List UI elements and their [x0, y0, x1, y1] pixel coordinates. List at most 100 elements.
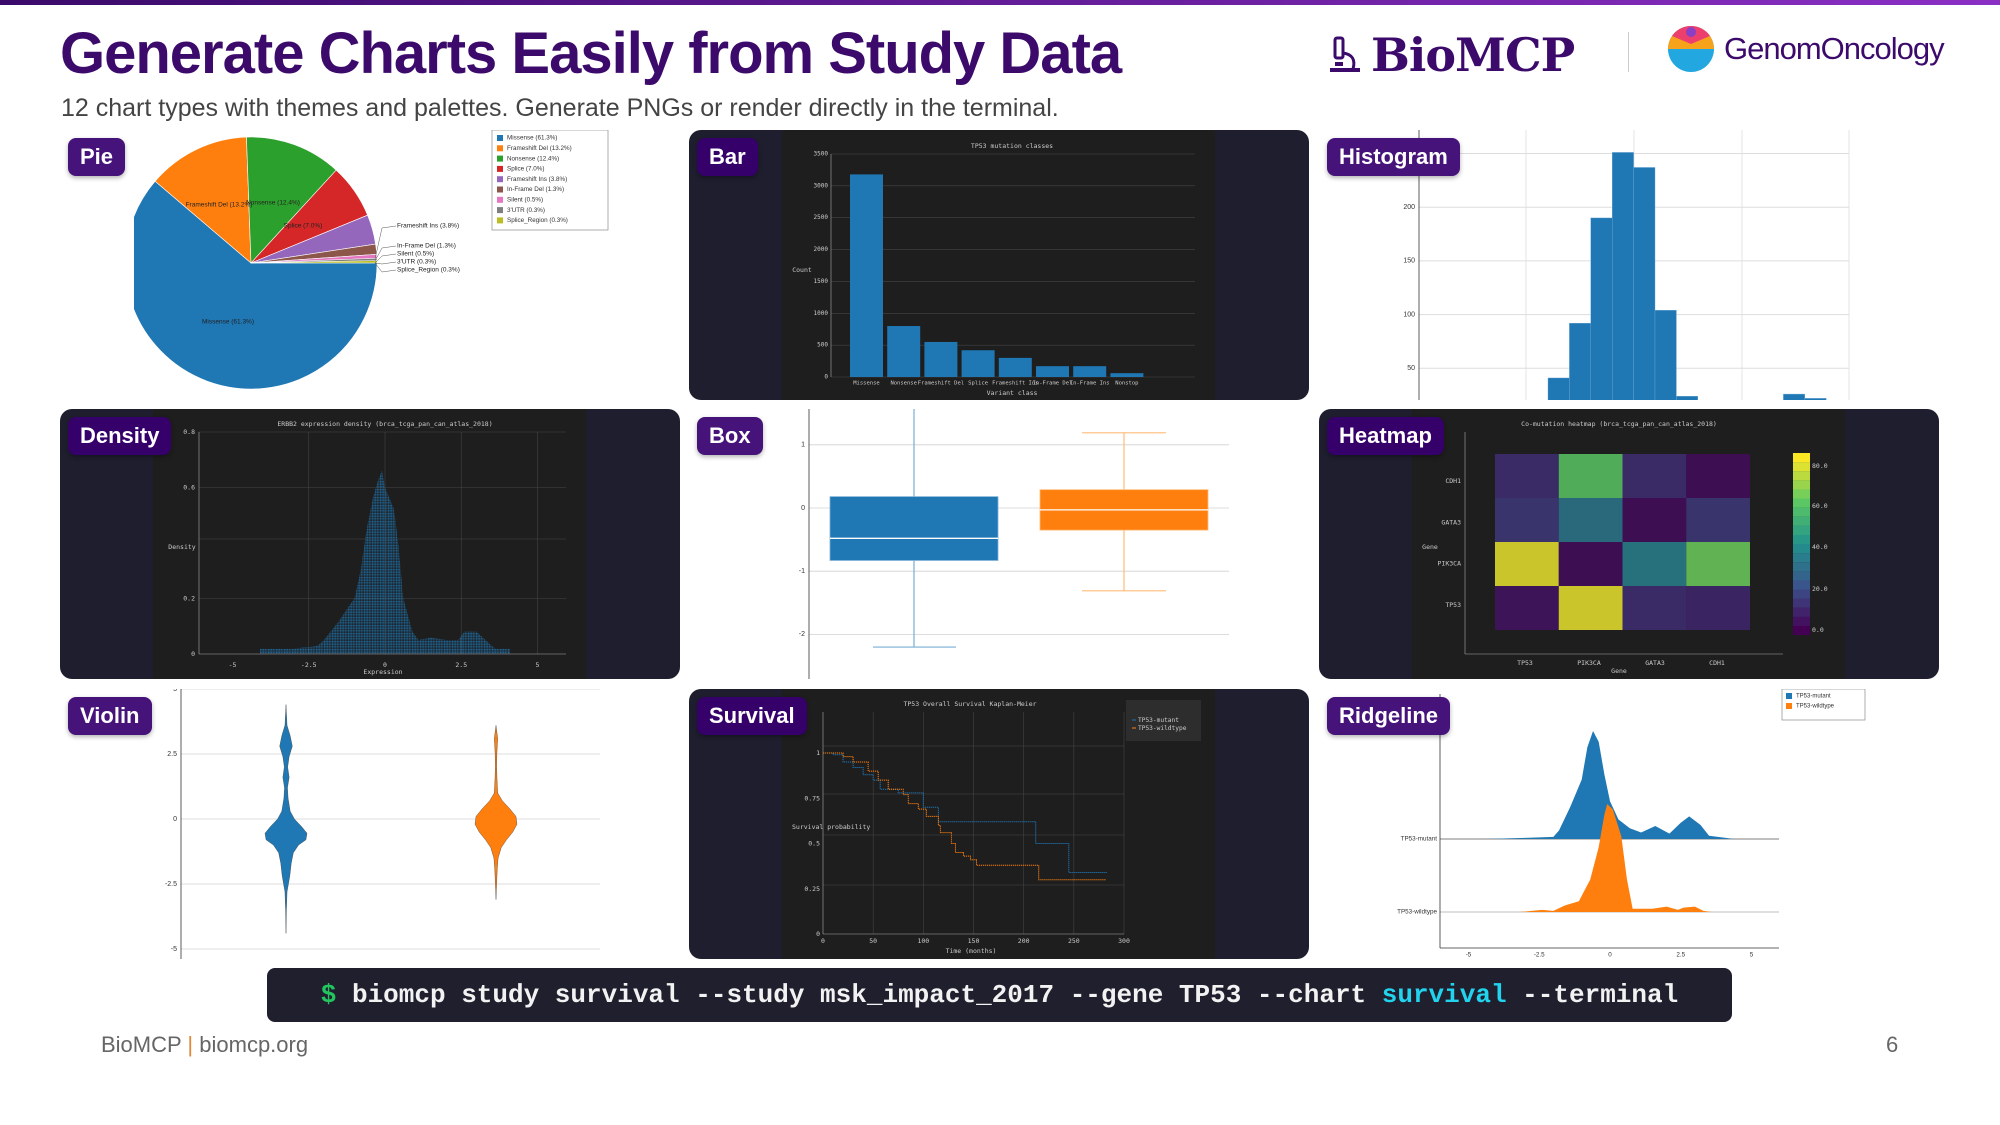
colorbar-segment: [1793, 534, 1810, 545]
heatmap-cell: [1495, 454, 1559, 498]
y-tick-label: 3000: [814, 182, 829, 189]
legend-entry: Missense (61.3%): [507, 135, 557, 142]
legend-entry: Splice_Region (0.3%): [507, 217, 568, 224]
pie-slice-label: Missense (61.3%): [202, 319, 254, 326]
y-tick-label: 200: [1403, 204, 1415, 211]
pie-legend: Missense (61.3%) Frameshift Del (13.2%) No…: [491, 130, 609, 231]
chart-title: TP53 Overall Survival Kaplan-Meier: [903, 700, 1036, 708]
pie-chart: Missense (61.3%)Frameshift Del (13.2%)No…: [134, 130, 609, 390]
colorbar-segment: [1793, 516, 1810, 526]
command-text: biomcp study survival --study msk_impact…: [336, 980, 1382, 1010]
heatmap-cell: [1686, 586, 1750, 630]
chart-type-badge: Heatmap: [1327, 417, 1444, 455]
y-tick-label: -2.5: [165, 881, 177, 888]
colorbar-segment: [1793, 598, 1810, 608]
footer: BioMCP | biomcp.org: [101, 1032, 308, 1058]
violin: [264, 704, 308, 934]
y-tick-label: 5: [173, 689, 177, 693]
pie-leader-line: [374, 261, 397, 265]
heatmap-cell: [1622, 454, 1687, 498]
heatmap-cell: [1558, 454, 1623, 498]
histogram-bar: [1804, 398, 1827, 400]
pie-slice: [246, 136, 337, 264]
y-tick-label: CDH1: [1445, 477, 1461, 485]
x-tick-label: Frameshift Ins: [992, 381, 1038, 387]
microscope-icon: [1330, 36, 1360, 72]
chart-title: TP53 mutation classes: [971, 142, 1053, 150]
y-tick-label: 0.25: [804, 885, 820, 893]
pie-slice-label: Splice (7.0%): [284, 223, 323, 230]
chart-type-badge: Box: [697, 417, 763, 455]
genomoncology-mark-icon: [1668, 25, 1714, 72]
y-tick-label: 0.8: [183, 428, 195, 436]
y-tick-label: 0.6: [183, 484, 195, 492]
x-tick-label: GATA3: [1645, 659, 1665, 667]
y-tick-label: 2.5: [167, 751, 177, 758]
legend-swatch: [497, 165, 503, 172]
pie-slice-label: In-Frame Del (1.3%): [397, 243, 456, 250]
x-tick-label: Missense: [853, 381, 880, 387]
colorbar-segment: [1793, 616, 1810, 626]
x-tick-label: 250: [1068, 937, 1080, 945]
histogram-bar: [1547, 377, 1570, 400]
x-tick-label: -5: [1466, 952, 1472, 959]
heatmap-panel: Heatmap CDH1 GATA3 PIK3CA TP53 TP53 PIK3CA GAT…: [1319, 409, 1939, 679]
legend-entry: 3'UTR (0.3%): [507, 207, 545, 214]
legend-swatch: [1786, 693, 1792, 699]
legend-entry: Silent (0.5%): [507, 196, 543, 203]
bar: [1073, 366, 1107, 377]
y-tick-label: 2000: [814, 246, 829, 253]
colorbar-segment: [1793, 498, 1810, 508]
y-axis-label: Density: [168, 543, 195, 551]
bar-chart-panel: Bar 0 500 1000 1500 2000 2500 3000 3500 Missense…: [689, 130, 1309, 400]
colorbar-segment: [1793, 453, 1810, 463]
y-tick-label: TP53: [1445, 601, 1461, 609]
heatmap-cell: [1495, 542, 1559, 586]
histogram-chart: 50 100 150 200: [1403, 130, 1850, 400]
colorbar-tick-label: 20.0: [1812, 585, 1828, 593]
x-tick-label: 150: [968, 937, 980, 945]
x-tick-label: -5: [229, 661, 237, 669]
histogram-bar: [1569, 322, 1591, 400]
legend-swatch: [497, 196, 503, 203]
violin-plot-panel: Violin 5 2.5 0 -2.5 -5: [60, 689, 680, 959]
chart-title: Co-mutation heatmap (brca_tcga_pan_can_a…: [1521, 420, 1717, 428]
chart-type-badge: Survival: [697, 697, 807, 735]
pie-leader-line: [374, 225, 397, 260]
heatmap-chart: CDH1 GATA3 PIK3CA TP53 TP53 PIK3CA GATA3 CDH1 80…: [1412, 409, 1845, 679]
box-plot: 1 0 -1 -2: [799, 409, 1229, 679]
pie-leader-line: [374, 253, 397, 264]
chart-type-badge: Violin: [68, 697, 152, 735]
terminal-command[interactable]: $ biomcp study survival --study msk_impa…: [267, 968, 1732, 1022]
x-tick-label: 5: [1750, 952, 1754, 959]
heatmap-cell: [1686, 498, 1750, 542]
x-tick-label: 2.5: [455, 661, 467, 669]
x-tick-label: TP53: [1517, 659, 1533, 667]
y-tick-label: 500: [817, 342, 828, 349]
command-text-end: --terminal: [1506, 980, 1679, 1010]
top-accent-bar: [0, 0, 2000, 5]
heatmap-cell: [1558, 542, 1623, 586]
logo-divider: [1628, 32, 1629, 72]
legend-swatch: [497, 186, 503, 193]
legend-entry: TP53-mutant: [1796, 694, 1831, 700]
chart-type-badge: Histogram: [1327, 138, 1460, 176]
legend-swatch: [1786, 703, 1792, 709]
density-area: [259, 470, 511, 654]
colorbar-segment: [1793, 462, 1810, 472]
legend-entry: TP53-wildtype: [1796, 704, 1835, 710]
biomcp-logo: BioMCP: [1327, 28, 1575, 82]
histogram-bar: [1633, 167, 1656, 400]
command-highlight: survival: [1381, 980, 1507, 1010]
colorbar-segment: [1793, 525, 1810, 535]
y-tick-label: 0: [824, 374, 828, 381]
legend-entry: TP53-mutant: [1138, 717, 1179, 724]
pie-slice-label: 3'UTR (0.3%): [397, 259, 436, 266]
x-tick-label: In-Frame Del: [1033, 381, 1073, 387]
violin-plot: 5 2.5 0 -2.5 -5: [165, 689, 600, 959]
y-tick-label: 0: [191, 650, 195, 658]
chart-title: ERBB2 expression density (brca_tcga_pan_…: [277, 420, 492, 428]
footer-url[interactable]: biomcp.org: [199, 1032, 309, 1057]
chart-type-badge: Bar: [697, 138, 758, 176]
violin: [474, 725, 518, 900]
